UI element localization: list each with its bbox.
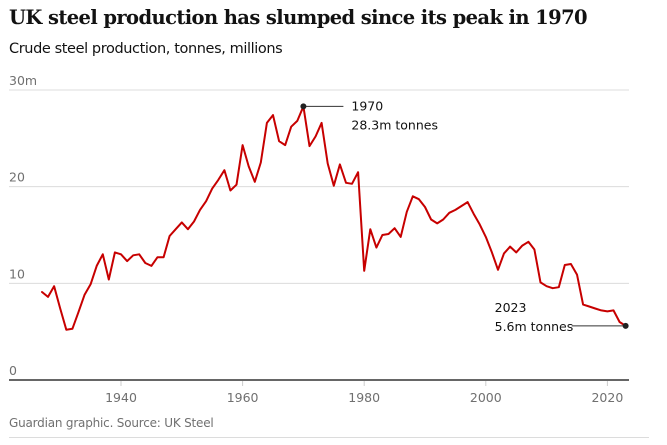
y-tick-label: 0 [9,363,17,378]
y-tick-label: 30m [9,73,37,88]
annotation-value: 5.6m tonnes [495,319,574,334]
x-tick-label: 1940 [105,390,137,405]
x-tick-label: 2020 [591,390,623,405]
y-axis-labels: 0 10 20 30m [9,73,37,378]
series-line [41,105,627,331]
y-tick-label: 20 [9,170,25,185]
annotation-value: 28.3m tonnes [351,117,438,132]
x-tick-label: 1980 [348,390,380,405]
footer-divider [9,437,649,438]
x-axis: 1940 1960 1980 2000 2020 [9,379,629,405]
annotation-year: 2023 [495,300,527,315]
chart-subtitle: Crude steel production, tonnes, millions [9,41,283,57]
x-tick-label: 2000 [470,390,502,405]
y-tick-label: 10 [9,266,25,281]
gridlines [9,89,629,284]
annotation-year: 1970 [351,98,383,113]
series-layer [41,105,627,331]
annotation-dot [300,103,307,110]
annotation-dot [622,322,629,329]
chart-title: UK steel production has slumped since it… [9,6,588,29]
source-credit: Guardian graphic. Source: UK Steel [9,416,214,430]
annotations: 1970 28.3m tonnes 2023 5.6m tonnes [300,98,629,334]
x-tick-label: 1960 [227,390,259,405]
